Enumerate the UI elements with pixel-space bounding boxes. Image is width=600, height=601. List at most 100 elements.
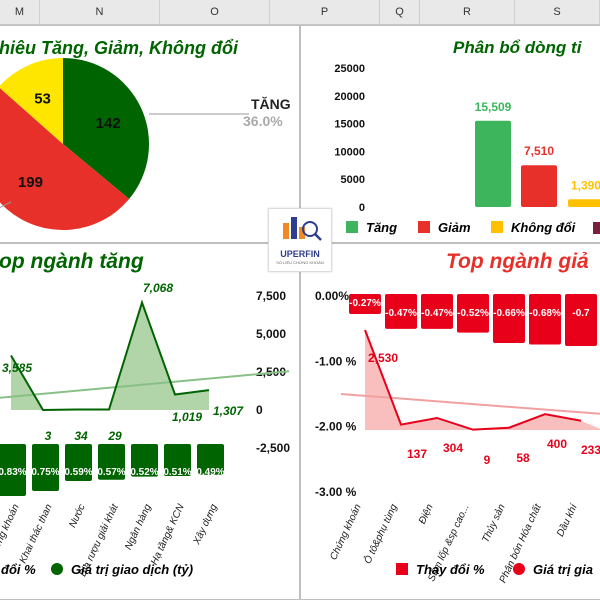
flow-ytick-label: 0 — [359, 202, 365, 214]
up-category-label-6: Xây dựng — [191, 502, 220, 547]
top-gainers-title: op ngành tăng — [0, 250, 144, 273]
pie-label-1: 199 — [18, 174, 43, 191]
down-pct-label-0: -0.27% — [349, 298, 381, 309]
down-pct-label-6: -0.7 — [572, 308, 590, 319]
down-value-label-4: 58 — [516, 451, 530, 465]
up-pct-bar-5 — [164, 444, 191, 476]
money-flow-title: Phân bổ dòng ti — [453, 38, 582, 57]
legend-giam: Giảm — [418, 220, 471, 235]
legend-label-value-red: Giá trị gia — [533, 562, 593, 577]
sheet-area: hiêu Tăng, Giảm, Không đổi 142 199 53 TĂNG… — [0, 25, 600, 600]
top-losers-chart: 0.00% -1.00 % -2.00 % -3.00 % -0.27% -0.47% -0… — [315, 289, 600, 585]
down-pct-label-3: -0.52% — [457, 308, 489, 319]
column-header-p[interactable]: P — [270, 0, 380, 24]
down-pct-label-5: -0.68% — [529, 308, 561, 319]
column-header-r[interactable]: R — [420, 0, 515, 24]
pie-label-2: 53 — [34, 91, 51, 108]
up-category-label-5: Hạ tầng& KCN — [148, 501, 187, 566]
column-header-n[interactable]: N — [40, 0, 160, 24]
up-value-line — [10, 299, 210, 411]
top-gainers-chart: 7,5005,0002,5000-2,5000.83%0.75%0.59%0.5… — [0, 281, 290, 578]
up-category-label-4: Ngân hàng — [123, 502, 154, 551]
pie-label-0: 142 — [96, 115, 121, 132]
flow-bar-label-0: 15,509 — [475, 100, 512, 114]
down-pct-bar-2 — [421, 294, 453, 329]
up-value-area — [11, 302, 242, 410]
column-header-s[interactable]: S — [515, 0, 600, 24]
top-losers-title: Top ngành giả — [446, 250, 589, 273]
down-category-label-0: Chứng khoán — [328, 502, 364, 562]
up-pct-bar-2 — [65, 444, 92, 481]
money-flow-chart: 25000 20000 15000 10000 5000 0 15,509 7,510 1,39… — [334, 63, 600, 214]
up-ytick-label: 7,500 — [256, 289, 286, 303]
down-value-label-5: 400 — [547, 437, 567, 451]
up-value-label-4: 7,068 — [143, 281, 173, 295]
up-trend-line — [0, 370, 290, 399]
pie-chart: 142 199 53 — [0, 58, 249, 231]
flow-ytick-label: 15000 — [334, 119, 365, 131]
up-ytick-label: 5,000 — [256, 327, 286, 341]
down-category-label-4: Thủy sản — [479, 502, 507, 545]
down-pct-bar-5 — [529, 294, 561, 345]
down-pct-bar-6 — [565, 294, 597, 346]
down-ytick-label: -3.00 % — [315, 485, 357, 499]
down-value-label-0: 2,530 — [368, 351, 398, 365]
down-pct-bar-0 — [349, 294, 381, 315]
column-header-m[interactable]: M — [0, 0, 40, 24]
down-pct-label-2: -0.47% — [421, 308, 453, 319]
down-value-label-6: 233 — [581, 443, 600, 457]
down-pct-bar-3 — [457, 294, 489, 333]
down-ytick-label: -2.00 % — [315, 420, 357, 434]
pie-chart-panel[interactable]: hiêu Tăng, Giảm, Không đổi 142 199 53 TĂNG… — [0, 25, 300, 243]
down-value-label-2: 304 — [443, 441, 463, 455]
column-header-o[interactable]: O — [160, 0, 270, 24]
up-pct-label-0: 0.83% — [0, 467, 27, 478]
up-pct-label-3: 0.57% — [97, 467, 125, 478]
down-value-area — [365, 330, 600, 430]
up-pct-bar-6 — [197, 444, 224, 475]
legend-swatch-giam — [418, 221, 430, 233]
flow-ytick-label: 20000 — [334, 91, 365, 103]
top-gainers-panel[interactable]: op ngành tăng 7,5005,0002,5000-2,5000.83… — [0, 243, 300, 600]
legend-khong-doi: Không đổi — [491, 220, 575, 235]
pie-tang-label: TĂNG — [251, 96, 291, 112]
top-losers-legend-value: Giá trị gia — [513, 562, 593, 577]
legend-dot-value — [51, 563, 63, 575]
pie-chart-title: hiêu Tăng, Giảm, Không đổi — [0, 38, 238, 58]
money-flow-panel[interactable]: Phân bổ dòng ti 25000 20000 15000 10000 5000… — [300, 25, 600, 243]
legend-swatch-pct — [396, 563, 408, 575]
up-pct-bar-4 — [131, 444, 158, 477]
up-category-label-0: Chứng khoán — [0, 502, 22, 562]
up-category-label-1: Khai thác than — [18, 502, 55, 565]
column-header-q[interactable]: Q — [380, 0, 420, 24]
uperfin-logo: UPERFIN SỐ LIỆU CHỨNG KHOÁN — [268, 208, 332, 272]
column-header-bar: M N O P Q R S — [0, 0, 600, 25]
top-gainers-legend-pct: đổi % — [1, 562, 36, 577]
down-category-label-2: Điện — [417, 502, 436, 526]
down-category-label-6: Dầu khí — [554, 501, 580, 538]
down-category-label-1: Ô tô&phụ tùng — [361, 501, 400, 565]
flow-bar-label-1: 7,510 — [524, 144, 554, 158]
up-value-label-6: 1,307 — [213, 404, 244, 418]
legend-tang: Tăng — [346, 220, 397, 235]
down-pct-bar-1 — [385, 294, 417, 329]
up-pct-label-2: 0.59% — [64, 467, 92, 478]
up-value-label-1: 3 — [45, 429, 52, 443]
legend-swatch-extra — [593, 222, 600, 234]
legend-label-value: Giá trị giao dịch (tỷ) — [71, 562, 194, 577]
down-ytick-label: 0.00% — [315, 289, 349, 303]
up-pct-label-6: 0.49% — [196, 467, 224, 478]
down-pct-bar-4 — [493, 294, 525, 344]
up-ytick-label: 0 — [256, 403, 263, 417]
legend-swatch-khong-doi — [491, 221, 503, 233]
down-trend-line — [340, 393, 600, 415]
flow-ytick-label: 25000 — [334, 63, 365, 75]
pie-slice-1 — [0, 88, 130, 231]
legend-dot-value-red — [513, 563, 525, 575]
up-value-label-3: 29 — [107, 429, 122, 443]
top-losers-panel[interactable]: Top ngành giả 0.00% -1.00 % -2.00 % -3.00 %… — [300, 243, 600, 600]
legend-label-khong-doi: Không đổi — [511, 220, 576, 235]
up-ytick-label: -2,500 — [256, 441, 290, 455]
flow-bar-1 — [521, 165, 557, 207]
up-category-label-2: Nước — [67, 503, 87, 530]
